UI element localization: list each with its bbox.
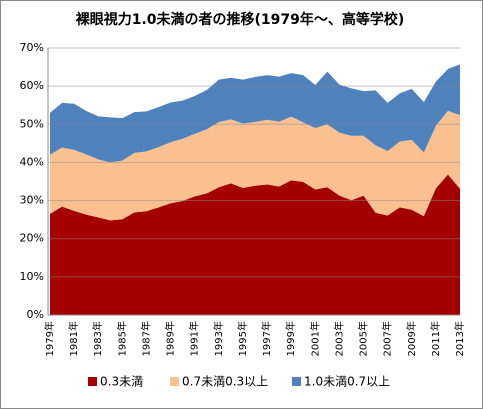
y-tick-label: 70%	[20, 41, 44, 54]
x-tick-label: 1983年	[91, 321, 104, 356]
x-tick-label: 2003年	[332, 321, 345, 356]
legend-label: 0.7未満0.3以上	[182, 375, 268, 389]
x-tick-label: 2009年	[405, 321, 418, 356]
y-tick-label: 20%	[20, 232, 44, 245]
x-tick-label: 2011年	[429, 321, 442, 356]
x-tick-label: 1993年	[212, 321, 225, 356]
area	[50, 174, 460, 315]
y-tick-label: 0%	[27, 308, 44, 321]
chart-title: 裸眼視力1.0未満の者の推移(1979年～、高等学校)	[76, 11, 405, 28]
x-tick-label: 1997年	[260, 321, 273, 356]
legend-label: 0.3未満	[100, 375, 143, 389]
y-tick-label: 10%	[20, 270, 44, 283]
y-tick-label: 30%	[20, 194, 44, 207]
area	[50, 110, 460, 221]
x-tick-label: 2007年	[381, 321, 394, 356]
y-tick-label: 60%	[20, 79, 44, 92]
x-tick-label: 1981年	[67, 321, 80, 356]
x-tick-label: 1999年	[284, 321, 297, 356]
x-tick-label: 2005年	[357, 321, 370, 356]
x-tick-label: 2013年	[453, 321, 466, 356]
area	[50, 64, 460, 163]
legend-swatch	[88, 377, 97, 386]
x-tick-label: 1989年	[164, 321, 177, 356]
x-tick-label: 1979年	[43, 321, 56, 356]
legend-swatch	[170, 377, 179, 386]
x-tick-label: 2001年	[308, 321, 321, 356]
y-tick-label: 50%	[20, 117, 44, 130]
x-tick-label: 1995年	[236, 321, 249, 356]
x-tick-label: 1985年	[115, 321, 128, 356]
x-tick-label: 1991年	[188, 321, 201, 356]
y-tick-label: 40%	[20, 155, 44, 168]
legend-swatch	[292, 377, 301, 386]
legend-label: 1.0未満0.7以上	[304, 375, 390, 389]
x-tick-label: 1987年	[139, 321, 152, 356]
